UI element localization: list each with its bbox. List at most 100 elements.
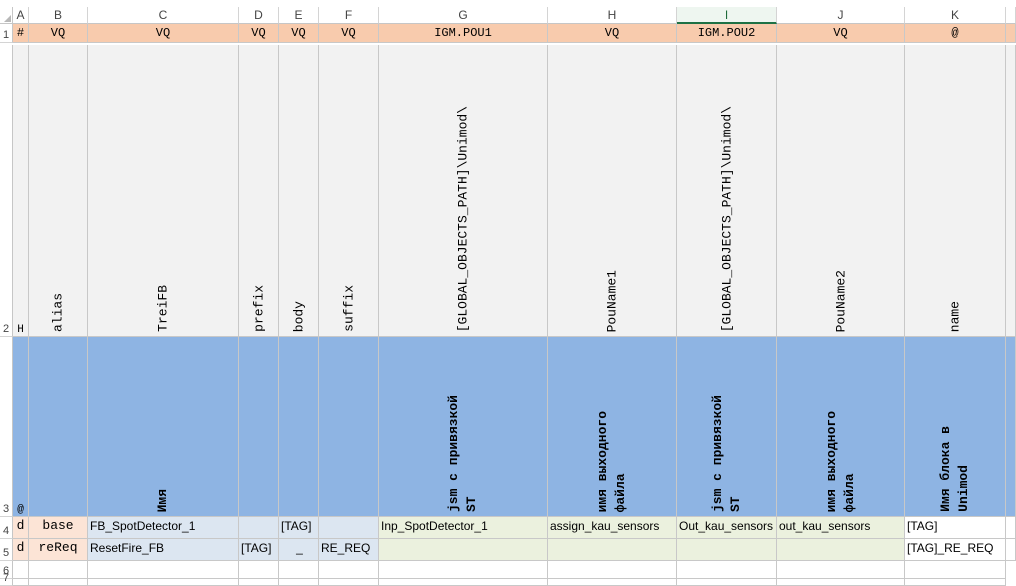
cell-h4[interactable]: assign_kau_sensors <box>548 517 677 539</box>
cell-next-4[interactable] <box>1006 517 1016 539</box>
cell-k2[interactable]: name <box>905 45 1006 337</box>
cell-e2[interactable]: body <box>279 45 319 337</box>
cell-j3[interactable]: имя выходного файла <box>777 337 905 517</box>
cell-next-3[interactable] <box>1006 337 1016 517</box>
cell-j2[interactable]: PouName2 <box>777 45 905 337</box>
cell-b1[interactable]: VQ <box>29 24 88 43</box>
column-header-h[interactable]: H <box>548 7 677 24</box>
cell-j6[interactable] <box>777 561 905 579</box>
cell-j5[interactable] <box>777 539 905 561</box>
cell-next-2[interactable] <box>1006 45 1016 337</box>
cell-k7[interactable] <box>905 579 1006 586</box>
cell-h1[interactable]: VQ <box>548 24 677 43</box>
cell-d1[interactable]: VQ <box>239 24 279 43</box>
cell-c3[interactable]: Имя <box>88 337 239 517</box>
row-header-2[interactable]: 2 <box>0 45 13 337</box>
select-all-corner[interactable] <box>0 7 13 24</box>
row-header-7[interactable]: 7 <box>0 572 13 586</box>
cell-d7[interactable] <box>239 579 279 586</box>
cell-d2[interactable]: prefix <box>239 45 279 337</box>
cell-j4[interactable]: out_kau_sensors <box>777 517 905 539</box>
column-header-d[interactable]: D <box>239 7 279 24</box>
cell-e3[interactable] <box>279 337 319 517</box>
cell-j1[interactable]: VQ <box>777 24 905 43</box>
cell-h3[interactable]: имя выходного файла <box>548 337 677 517</box>
row-header-3[interactable]: 3 <box>0 337 13 517</box>
cell-a6[interactable] <box>13 561 29 579</box>
cell-a4[interactable]: d <box>13 517 29 539</box>
cell-d6[interactable] <box>239 561 279 579</box>
cell-e4[interactable]: [TAG] <box>279 517 319 539</box>
cell-k1[interactable]: @ <box>905 24 1006 43</box>
row-header-5[interactable]: 5 <box>0 539 13 561</box>
cell-e6[interactable] <box>279 561 319 579</box>
row-header-1[interactable]: 1 <box>0 24 13 43</box>
cell-b7[interactable] <box>29 579 88 586</box>
cell-d5[interactable]: [TAG] <box>239 539 279 561</box>
column-header-next[interactable] <box>1006 7 1016 24</box>
cell-f2[interactable]: suffix <box>319 45 379 337</box>
cell-i6[interactable] <box>677 561 777 579</box>
cell-i3[interactable]: jsm с привязкой ST <box>677 337 777 517</box>
cell-c2[interactable]: TreiFB <box>88 45 239 337</box>
cell-k4[interactable]: [TAG] <box>905 517 1006 539</box>
cell-g3[interactable]: jsm с привязкой ST <box>379 337 548 517</box>
cell-i7[interactable] <box>677 579 777 586</box>
column-header-a[interactable]: A <box>13 7 29 24</box>
row-header-6[interactable]: 6 <box>0 561 13 579</box>
cell-f6[interactable] <box>319 561 379 579</box>
cell-f3[interactable] <box>319 337 379 517</box>
cell-e1[interactable]: VQ <box>279 24 319 43</box>
cell-g5[interactable] <box>379 539 548 561</box>
column-header-k[interactable]: K <box>905 7 1006 24</box>
cell-b2[interactable]: alias <box>29 45 88 337</box>
cell-b6[interactable] <box>29 561 88 579</box>
cell-b4[interactable]: base <box>29 517 88 539</box>
cell-d3[interactable] <box>239 337 279 517</box>
cell-h2[interactable]: PouName1 <box>548 45 677 337</box>
cell-b5[interactable]: reReq <box>29 539 88 561</box>
cell-next-1[interactable] <box>1006 24 1016 43</box>
cell-f5[interactable]: RE_REQ <box>319 539 379 561</box>
column-header-g[interactable]: G <box>379 7 548 24</box>
cell-h7[interactable] <box>548 579 677 586</box>
column-header-e[interactable]: E <box>279 7 319 24</box>
cell-c1[interactable]: VQ <box>88 24 239 43</box>
cell-k5[interactable]: [TAG]_RE_REQ <box>905 539 1006 561</box>
column-header-f[interactable]: F <box>319 7 379 24</box>
cell-i5[interactable] <box>677 539 777 561</box>
column-header-b[interactable]: B <box>29 7 88 24</box>
cell-next-5[interactable] <box>1006 539 1016 561</box>
cell-k6[interactable] <box>905 561 1006 579</box>
cell-i2[interactable]: [GLOBAL_OBJECTS_PATH]\Unimod\ <box>677 45 777 337</box>
cell-c5[interactable]: ResetFire_FB <box>88 539 239 561</box>
cell-b3[interactable] <box>29 337 88 517</box>
cell-h5[interactable] <box>548 539 677 561</box>
cell-c7[interactable] <box>88 579 239 586</box>
cell-e7[interactable] <box>279 579 319 586</box>
column-header-c[interactable]: C <box>88 7 239 24</box>
cell-a3[interactable]: @ <box>13 337 29 517</box>
cell-d4[interactable] <box>239 517 279 539</box>
cell-i1[interactable]: IGM.POU2 <box>677 24 777 43</box>
cell-g6[interactable] <box>379 561 548 579</box>
cell-g7[interactable] <box>379 579 548 586</box>
cell-h6[interactable] <box>548 561 677 579</box>
cell-e5[interactable]: _ <box>279 539 319 561</box>
cell-i4[interactable]: Out_kau_sensors <box>677 517 777 539</box>
row-header-4[interactable]: 4 <box>0 517 13 539</box>
cell-c6[interactable] <box>88 561 239 579</box>
cell-f4[interactable] <box>319 517 379 539</box>
cell-k3[interactable]: Имя блока в Unimod <box>905 337 1006 517</box>
column-header-j[interactable]: J <box>777 7 905 24</box>
cell-f7[interactable] <box>319 579 379 586</box>
cell-g1[interactable]: IGM.POU1 <box>379 24 548 43</box>
cell-a2[interactable]: H <box>13 45 29 337</box>
cell-g2[interactable]: [GLOBAL_OBJECTS_PATH]\Unimod\ <box>379 45 548 337</box>
cell-a5[interactable]: d <box>13 539 29 561</box>
cell-g4[interactable]: Inp_SpotDetector_1 <box>379 517 548 539</box>
cell-j7[interactable] <box>777 579 905 586</box>
cell-f1[interactable]: VQ <box>319 24 379 43</box>
cell-c4[interactable]: FB_SpotDetector_1 <box>88 517 239 539</box>
column-header-i[interactable]: I <box>677 7 777 24</box>
